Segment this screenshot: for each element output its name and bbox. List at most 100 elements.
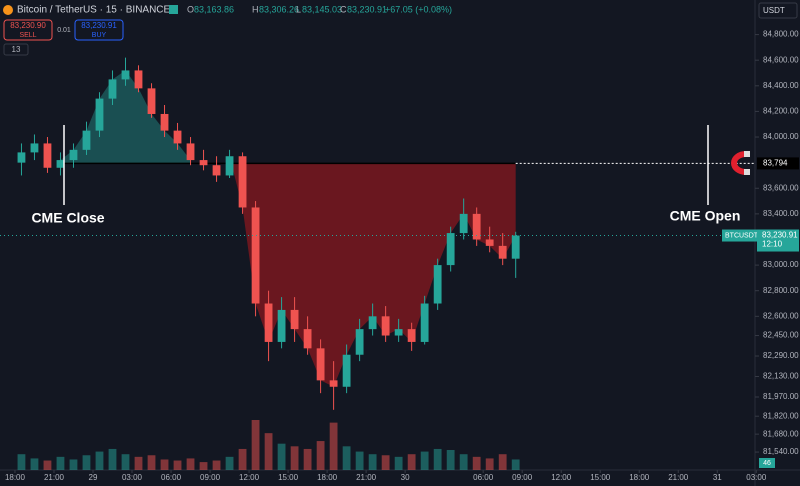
sell-button[interactable] [3,19,53,41]
candle-body [290,309,299,330]
countdown: 12:10 [762,240,783,249]
volume-bar [316,441,325,470]
y-tick-label: 83,400.00 [763,209,799,218]
symbol: Bitcoin / TetherUS · 15 · BINANCE [17,5,171,16]
candle-body [186,143,195,161]
y-tick-label: 81,540.00 [763,447,799,456]
candle-body [472,213,481,240]
currency: USDT [763,6,785,15]
candle-body [433,265,442,304]
x-tick-label: 09:00 [200,473,221,482]
y-tick-label: 84,000.00 [763,132,799,141]
c-key: C [340,4,347,14]
candle-body [173,130,182,144]
volume-bar [30,458,39,470]
last-price-symbol: BTCUSDT [725,232,759,239]
y-tick-label: 82,450.00 [763,331,799,340]
volume-bar [342,446,351,470]
volume-bar [446,450,455,470]
candle-body [511,235,520,259]
volume-bar [186,458,195,470]
candle-body [212,165,221,176]
x-tick-label: 30 [401,473,410,482]
y-tick-label: 83,600.00 [763,183,799,192]
volume-bar [173,460,182,470]
volume-bar [160,459,169,470]
cme-close-label: CME Close [31,210,104,226]
buy-button[interactable] [74,19,124,41]
candle-body [82,130,91,150]
candle-body [446,233,455,266]
volume-bar [212,460,221,470]
volume-bar [394,456,403,470]
candle-body [316,348,325,381]
volume-bar [108,448,117,470]
candle-body [225,156,234,176]
volume-bar [238,448,247,470]
candle-body [134,70,143,89]
indicator-toggle[interactable] [3,43,29,56]
y-tick-label: 84,800.00 [763,30,799,39]
volume-bar [368,454,377,470]
cme-open-label: CME Open [670,208,741,224]
y-tick-label: 82,130.00 [763,372,799,381]
volume-bar [472,456,481,470]
volume-bar [134,456,143,470]
x-tick-label: 15:00 [590,473,611,482]
magnet-pole [744,169,750,175]
volume-bar [199,462,208,470]
close-value: 83,230.91 [347,4,387,14]
change: +67.05 (+0.08%) [385,4,452,14]
candle-body [121,70,130,80]
x-tick-label: 15:00 [278,473,299,482]
x-tick-label: 03:00 [746,473,767,482]
sell-price: 83,230.90 [10,21,46,30]
gap-fill [231,163,516,387]
x-tick-label: 12:00 [551,473,572,482]
candle-body [342,354,351,387]
coin-icon [3,5,13,15]
o-key: O [187,4,194,14]
currency-select[interactable] [758,2,798,19]
buy-price: 83,230.91 [81,21,117,30]
magnet-pole [744,151,750,157]
y-tick-label: 81,970.00 [763,392,799,401]
x-tick-label: 31 [713,473,722,482]
volume-bar [381,455,390,470]
candle-body [381,316,390,336]
magnet [731,151,747,175]
candle-body [95,98,104,131]
volume-bar [407,454,416,470]
y-tick-label: 84,400.00 [763,81,799,90]
candle-body [355,329,364,355]
last-price-label: 83,230.91 [762,231,798,240]
x-tick-label: 09:00 [512,473,533,482]
candle-body [498,245,507,259]
x-tick-label: 29 [89,473,98,482]
candle-body [329,380,338,387]
h-key: H [252,4,259,14]
candle-body [199,160,208,166]
volume-bar [485,458,494,470]
volume-bar [511,459,520,470]
magnet-icon [731,151,750,175]
gap-fill [60,70,191,164]
candle-body [108,79,117,99]
volume-bar [69,459,78,470]
x-tick-label: 03:00 [122,473,143,482]
l-key: L [296,4,301,14]
volume-bar [251,420,260,470]
cme-level-label: 83,794 [763,159,788,168]
indicator-count: 13 [12,45,21,54]
cme-level-tag [757,157,799,170]
volume-bar [147,455,156,470]
candle-body [485,239,494,246]
volume-bar [225,456,234,470]
candle-body [69,149,78,161]
spread: 0.01 [57,27,71,34]
y-tick-label: 83,000.00 [763,260,799,269]
low-value: 83,145.03 [302,4,342,14]
volume-bar [498,454,507,470]
candle-body [147,88,156,114]
